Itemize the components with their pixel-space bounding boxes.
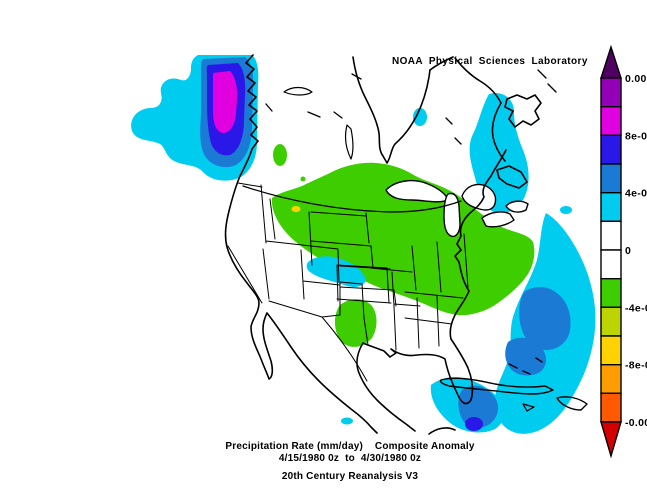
newfoundland-island (504, 94, 542, 128)
canada-small-lakes (265, 69, 557, 145)
colorbar-arrow-top (600, 44, 622, 79)
colorbar-tick-labels: 0.000 8e-05 4e-05 0 -4e-05 -8e-05 -0.00 (625, 73, 647, 429)
colorbar-seg-purple (600, 77, 622, 108)
state-borders-west (227, 182, 372, 318)
pacific-nw-magenta-core (213, 71, 238, 133)
lake-ontario (505, 200, 529, 213)
colorbar-label-4: -4e-05 (625, 302, 647, 314)
green-fleck-a (300, 176, 306, 182)
colorbar-seg-white-pos (600, 220, 622, 251)
cuba-north-medblue-core (505, 337, 546, 376)
coastline-layer (224, 54, 619, 435)
caption-date-range: 4/15/1980 0z to 4/30/1980 0z (278, 453, 422, 464)
colorbar-seg-yellow (600, 335, 622, 366)
hudson-bay-coast (352, 56, 431, 164)
colorbar-segments (600, 77, 622, 423)
jamaica-outline (522, 403, 535, 412)
colorbar-seg-green (600, 278, 622, 309)
colorbar-label-2: 4e-05 (625, 188, 647, 200)
colorbar-label-5: -8e-05 (625, 360, 647, 372)
colorbar-seg-cyan (600, 191, 622, 223)
colorbar-seg-orange (600, 364, 622, 395)
lake-michigan (443, 192, 461, 238)
cuba-outline (439, 377, 554, 395)
nova-scotia (496, 165, 528, 189)
colorbar-label-3: 0 (625, 245, 631, 257)
atlantic-medblue-core (519, 286, 571, 350)
lake-erie (481, 211, 515, 228)
alberta-green-spot (273, 144, 287, 166)
caption-block: Precipitation Rate (mm/day) Composite An… (30, 441, 647, 483)
hispaniola-outline (556, 396, 588, 411)
state-borders-texas (321, 281, 369, 382)
lab-title: NOAA Physical Sciences Laboratory (392, 56, 588, 67)
state-borders-midwest (370, 233, 469, 351)
west-coast-and-mexico (224, 54, 378, 434)
colorbar-seg-medblue (600, 163, 622, 194)
labrador-coast (429, 56, 506, 162)
caption-dataset: 20th Century Reanalysis V3 (281, 471, 419, 482)
gulf-blue-violet-spot (465, 417, 483, 431)
plains-midwest-green-fill (271, 162, 535, 316)
gulf-tiny-cyan-dash (341, 417, 353, 425)
caption-variable-line: Precipitation Rate (mm/day) Composite An… (225, 441, 475, 452)
anomaly-fill-layer (131, 55, 596, 434)
texas-green-fill (334, 299, 377, 347)
colorbar-seg-yellowgreen (600, 306, 622, 337)
lake-winnipeg (345, 124, 354, 160)
east-gulf-coast (356, 149, 507, 432)
bahamas-dashes (508, 357, 543, 375)
colorbar-label-0: 0.000 (625, 73, 647, 85)
colorbar-seg-white-neg (600, 249, 622, 280)
montana-yellow-fleck (291, 206, 301, 212)
colorbar-seg-blue (600, 134, 622, 165)
colorbar-seg-deeporange (600, 392, 622, 423)
colorbar: 0.000 8e-05 4e-05 0 -4e-05 -8e-05 -0.00 (600, 44, 647, 459)
colorbar-label-1: 8e-05 (625, 130, 647, 142)
us-canada-border (242, 185, 462, 213)
colorbar-arrow-bottom (600, 421, 622, 459)
yucatan-hint (428, 427, 456, 435)
state-border-layer (227, 182, 469, 382)
atlantic-cyan-wisp (560, 206, 572, 214)
state-borders-colorado-kansas (336, 264, 397, 307)
colorbar-seg-magenta (600, 105, 622, 137)
great-lakes-layer (283, 86, 529, 238)
gulf-medblue-core (458, 385, 498, 428)
quebec-cyan-spot (413, 108, 427, 126)
great-slave-lake (283, 86, 313, 96)
colorbar-label-6: -0.00 (625, 417, 647, 429)
lake-huron (461, 183, 497, 211)
central-plains-cyan-fill (306, 256, 366, 288)
